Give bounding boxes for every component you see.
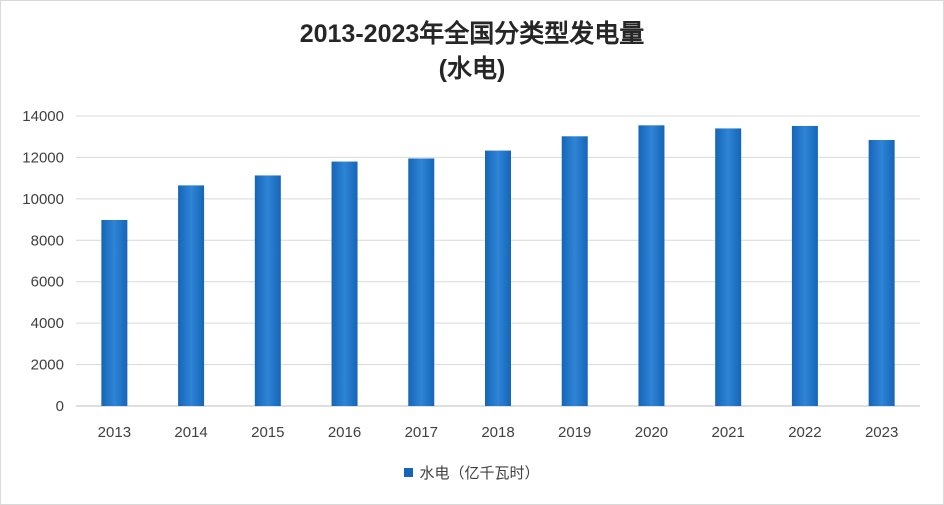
- bar-2016: [331, 161, 358, 406]
- bar-2014: [178, 185, 205, 406]
- chart-title: 2013-2023年全国分类型发电量: [299, 20, 645, 48]
- x-tick-label: 2019: [558, 424, 591, 441]
- x-tick-label: 2021: [711, 424, 744, 441]
- bar-2022: [791, 125, 818, 406]
- y-tick-label: 14000: [22, 108, 64, 125]
- y-tick-label: 10000: [22, 191, 64, 208]
- y-tick-label: 12000: [22, 149, 64, 166]
- legend-swatch: [404, 468, 414, 477]
- bar-2023: [868, 140, 895, 406]
- bar-2013: [101, 219, 128, 406]
- y-tick-label: 8000: [31, 232, 64, 249]
- y-tick-label: 4000: [31, 315, 64, 332]
- bar-2020: [638, 125, 665, 407]
- x-tick-label: 2023: [865, 424, 898, 441]
- x-tick-label: 2016: [328, 424, 361, 441]
- bar-2019: [561, 136, 588, 407]
- legend: 水电（亿千瓦时）: [0, 462, 944, 483]
- y-tick-label: 2000: [31, 357, 64, 374]
- x-tick-label: 2018: [481, 424, 514, 441]
- y-tick-label: 0: [56, 398, 64, 415]
- bar-2017: [408, 158, 435, 406]
- x-tick-label: 2014: [174, 424, 207, 441]
- legend-label: 水电（亿千瓦时）: [419, 465, 540, 482]
- bar-2018: [485, 150, 511, 406]
- bar-2021: [715, 128, 742, 406]
- bar-2015: [254, 175, 281, 406]
- x-tick-label: 2022: [788, 424, 821, 441]
- x-tick-label: 2015: [251, 424, 284, 441]
- y-tick-label: 6000: [31, 274, 64, 291]
- chart-subtitle: (水电): [438, 55, 506, 83]
- x-tick-label: 2017: [405, 424, 438, 441]
- x-tick-label: 2013: [98, 424, 131, 441]
- x-tick-label: 2020: [635, 424, 668, 441]
